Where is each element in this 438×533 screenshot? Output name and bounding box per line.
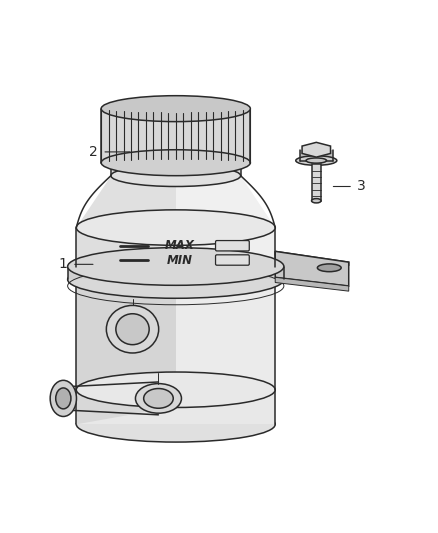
Ellipse shape: [101, 96, 251, 122]
Ellipse shape: [306, 158, 327, 163]
Ellipse shape: [135, 384, 181, 413]
Polygon shape: [76, 176, 176, 228]
Polygon shape: [275, 252, 349, 286]
Ellipse shape: [56, 388, 71, 409]
Ellipse shape: [318, 264, 341, 272]
Polygon shape: [76, 279, 176, 390]
Ellipse shape: [116, 314, 149, 345]
Ellipse shape: [76, 407, 275, 442]
Polygon shape: [76, 372, 176, 424]
Polygon shape: [67, 266, 284, 279]
Ellipse shape: [101, 150, 251, 176]
Ellipse shape: [111, 152, 240, 174]
Polygon shape: [311, 164, 321, 201]
Polygon shape: [76, 390, 275, 424]
Ellipse shape: [76, 372, 275, 407]
Polygon shape: [302, 142, 331, 157]
Ellipse shape: [111, 165, 240, 187]
Polygon shape: [176, 176, 275, 228]
FancyBboxPatch shape: [215, 240, 249, 251]
Text: 2: 2: [89, 145, 98, 159]
Ellipse shape: [144, 389, 173, 408]
Polygon shape: [176, 228, 275, 266]
Text: MAX: MAX: [165, 239, 195, 252]
Ellipse shape: [296, 156, 337, 165]
Polygon shape: [176, 279, 275, 390]
Polygon shape: [76, 228, 176, 266]
Polygon shape: [275, 277, 349, 291]
Polygon shape: [101, 109, 251, 163]
Text: 1: 1: [59, 257, 67, 271]
Ellipse shape: [67, 248, 284, 285]
Polygon shape: [300, 150, 333, 160]
Text: MIN: MIN: [167, 254, 193, 266]
Ellipse shape: [311, 199, 321, 203]
Polygon shape: [111, 163, 240, 176]
Ellipse shape: [106, 305, 159, 353]
Ellipse shape: [50, 381, 77, 416]
Polygon shape: [275, 252, 349, 265]
Text: 3: 3: [357, 180, 366, 193]
FancyBboxPatch shape: [215, 255, 249, 265]
Ellipse shape: [76, 210, 275, 245]
Ellipse shape: [67, 261, 284, 298]
